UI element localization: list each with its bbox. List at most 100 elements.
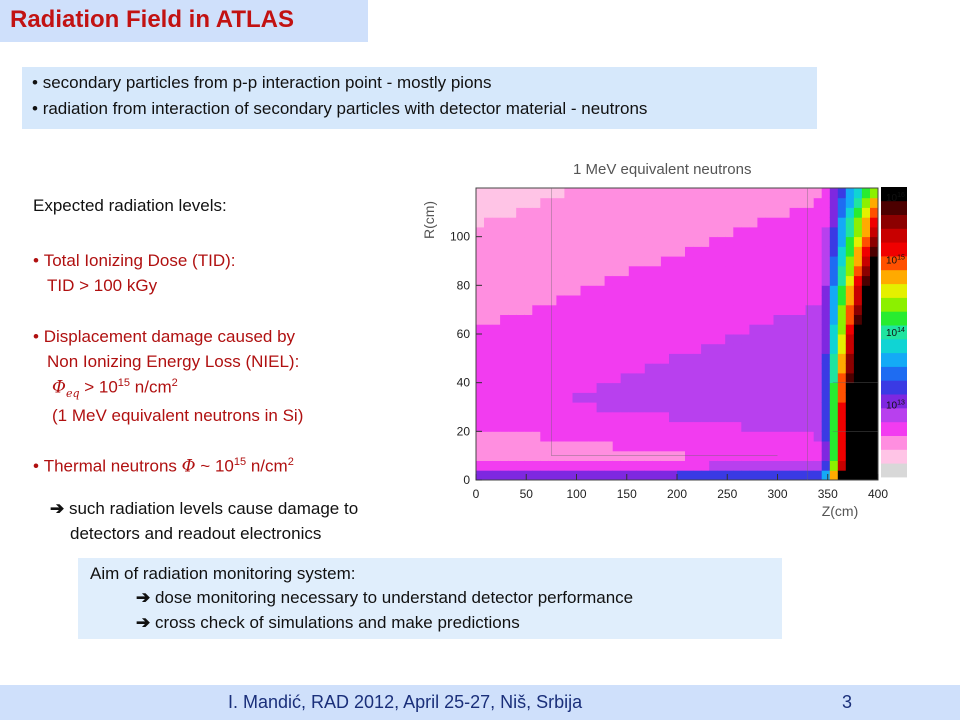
heatmap-cell (564, 382, 573, 393)
heatmap-cell (484, 256, 493, 267)
heatmap-cell (669, 392, 678, 403)
heatmap-cell (532, 363, 541, 374)
heatmap-cell (588, 343, 598, 354)
heatmap-cell (789, 246, 799, 257)
heatmap-cell (677, 363, 686, 374)
heatmap-cell (805, 295, 815, 306)
heatmap-cell (701, 285, 710, 296)
heatmap-cell (733, 217, 742, 228)
heatmap-cell (870, 265, 879, 277)
heatmap-cell (652, 236, 662, 247)
heatmap-cell (636, 246, 646, 257)
heatmap-cell (588, 236, 598, 247)
heatmap-cell (524, 382, 533, 393)
heatmap-cell (829, 236, 839, 247)
heatmap-cell (837, 207, 847, 218)
heatmap-cell (596, 353, 606, 364)
heatmap-cell (749, 265, 758, 277)
heatmap-cell (805, 304, 815, 315)
heatmap-cell (524, 304, 533, 315)
heatmap-cell (829, 197, 839, 208)
heatmap-cell (765, 295, 774, 306)
heatmap-cell (781, 188, 790, 199)
heatmap-cell (636, 411, 646, 423)
heatmap-cell (476, 217, 485, 228)
heatmap-cell (813, 188, 823, 199)
heatmap-cell (492, 275, 501, 286)
heatmap-cell (564, 314, 573, 325)
heatmap-cell (556, 392, 565, 403)
heatmap-cell (861, 285, 871, 296)
heatmap-cell (757, 431, 766, 442)
heatmap-cell (813, 343, 823, 354)
heatmap-cell (813, 392, 823, 403)
heatmap-cell (845, 314, 855, 325)
heatmap-cell (612, 304, 622, 315)
colorbar-swatch (881, 435, 907, 450)
heatmap-cell (685, 197, 694, 208)
heatmap-cell (693, 295, 702, 306)
heatmap-cell (612, 392, 622, 403)
phi-unit: n/cm (130, 377, 172, 397)
heatmap-cell (805, 431, 815, 442)
heatmap-cell (564, 363, 573, 374)
heatmap-cell (604, 207, 614, 218)
heatmap-cell (516, 441, 525, 452)
heatmap-cell (620, 226, 630, 238)
heatmap-cell (845, 353, 855, 364)
heatmap-cell (725, 246, 734, 257)
heatmap-cell (660, 411, 670, 423)
heatmap-cell (540, 382, 549, 393)
heatmap-cell (829, 295, 839, 306)
heatmap-cell (829, 256, 839, 267)
heatmap-cell (733, 324, 742, 335)
heatmap-cell (620, 256, 630, 267)
heatmap-cell (628, 295, 638, 306)
heatmap-cell (628, 246, 638, 257)
heatmap-cell (701, 236, 710, 247)
heatmap-cell (644, 431, 654, 442)
heatmap-cell (757, 363, 766, 374)
phi-symbol: Φ (52, 377, 66, 398)
heatmap-cell (861, 304, 871, 315)
heatmap-cell (853, 353, 863, 364)
heatmap-cell (620, 460, 630, 471)
heatmap-cell (532, 226, 541, 238)
heatmap-cell (861, 343, 871, 354)
heatmap-cell (572, 334, 581, 345)
heatmap-cell (861, 353, 871, 364)
heatmap-cell (596, 392, 606, 403)
heatmap-cell (829, 304, 839, 315)
heatmap-cell (669, 275, 678, 286)
heatmap-cell (636, 226, 646, 238)
heatmap-cell (733, 421, 742, 432)
heatmap-cell (677, 392, 686, 403)
colorbar-swatch (881, 269, 907, 285)
heatmap-cell (572, 392, 581, 403)
heatmap-cell (677, 402, 686, 413)
heatmap-cell (604, 372, 614, 384)
heatmap-cell (861, 217, 871, 228)
phi-subscript: eq (65, 387, 80, 401)
heatmap-cell (636, 265, 646, 277)
heatmap-cell (725, 265, 734, 277)
heatmap-cell (733, 197, 742, 208)
heatmap-cell (660, 226, 670, 238)
heatmap-cell (861, 402, 871, 413)
y-tick-label: 100 (450, 230, 470, 244)
heatmap-cell (508, 188, 517, 199)
heatmap-cell (773, 353, 782, 364)
heatmap-cell (813, 265, 823, 277)
heatmap-cell (837, 304, 847, 315)
colorbar-swatch (881, 297, 907, 312)
heatmap-cell (829, 441, 839, 452)
heatmap-cell (636, 441, 646, 452)
heatmap-cell (540, 363, 549, 374)
heatmap-cell (797, 343, 807, 354)
heatmap-cell (516, 324, 525, 335)
heatmap-cell (749, 402, 758, 413)
heatmap-cell (572, 265, 581, 277)
heatmap-cell (516, 246, 525, 257)
heatmap-cell (861, 246, 871, 257)
heatmap-cell (516, 363, 525, 374)
